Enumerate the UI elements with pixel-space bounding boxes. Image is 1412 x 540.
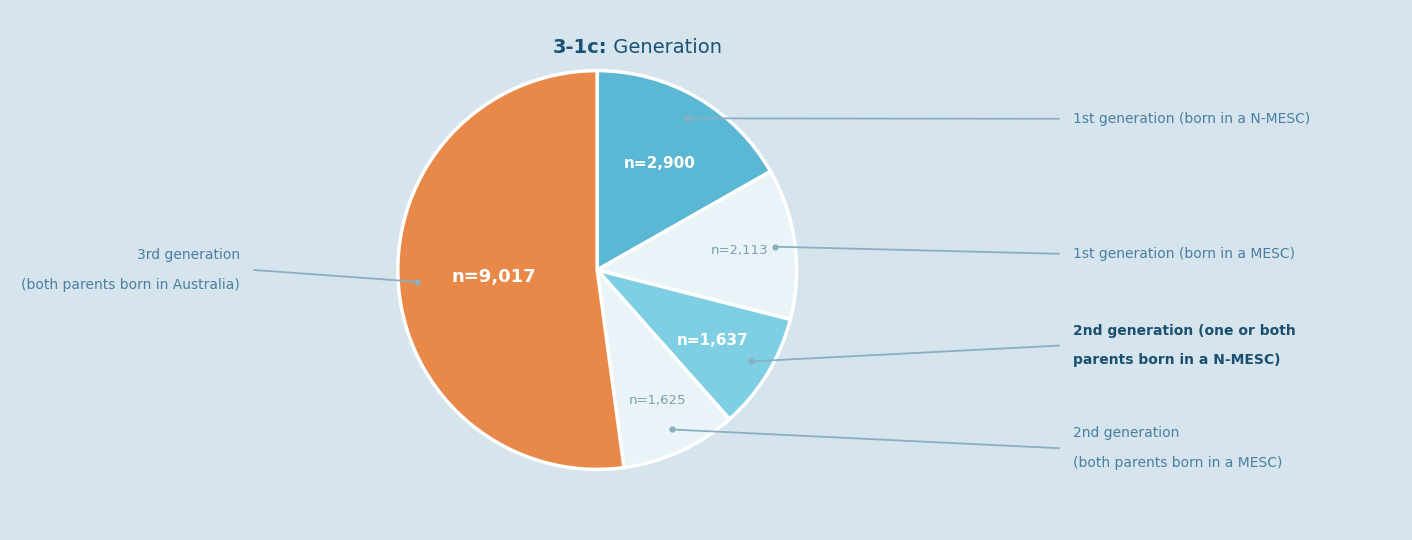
Text: 2nd generation: 2nd generation <box>1073 427 1179 440</box>
Wedge shape <box>597 270 730 468</box>
Text: 2nd generation (one or both: 2nd generation (one or both <box>1073 324 1296 338</box>
Wedge shape <box>398 71 624 469</box>
Text: n=1,625: n=1,625 <box>628 394 686 407</box>
Text: Generation: Generation <box>607 38 722 57</box>
Text: 1st generation (born in a MESC): 1st generation (born in a MESC) <box>1073 247 1295 261</box>
Wedge shape <box>597 270 791 419</box>
Text: 1st generation (born in a N-MESC): 1st generation (born in a N-MESC) <box>1073 112 1310 126</box>
Text: (both parents born in Australia): (both parents born in Australia) <box>21 278 240 292</box>
Text: (both parents born in a MESC): (both parents born in a MESC) <box>1073 456 1282 470</box>
Wedge shape <box>597 71 771 270</box>
Text: n=2,113: n=2,113 <box>710 245 768 258</box>
Text: n=1,637: n=1,637 <box>676 333 748 348</box>
Text: 3-1c:: 3-1c: <box>552 38 607 57</box>
Text: 3rd generation: 3rd generation <box>137 248 240 262</box>
Wedge shape <box>597 171 796 320</box>
Text: parents born in a N-MESC): parents born in a N-MESC) <box>1073 354 1281 367</box>
Text: n=9,017: n=9,017 <box>452 268 537 286</box>
Text: n=2,900: n=2,900 <box>624 156 695 171</box>
